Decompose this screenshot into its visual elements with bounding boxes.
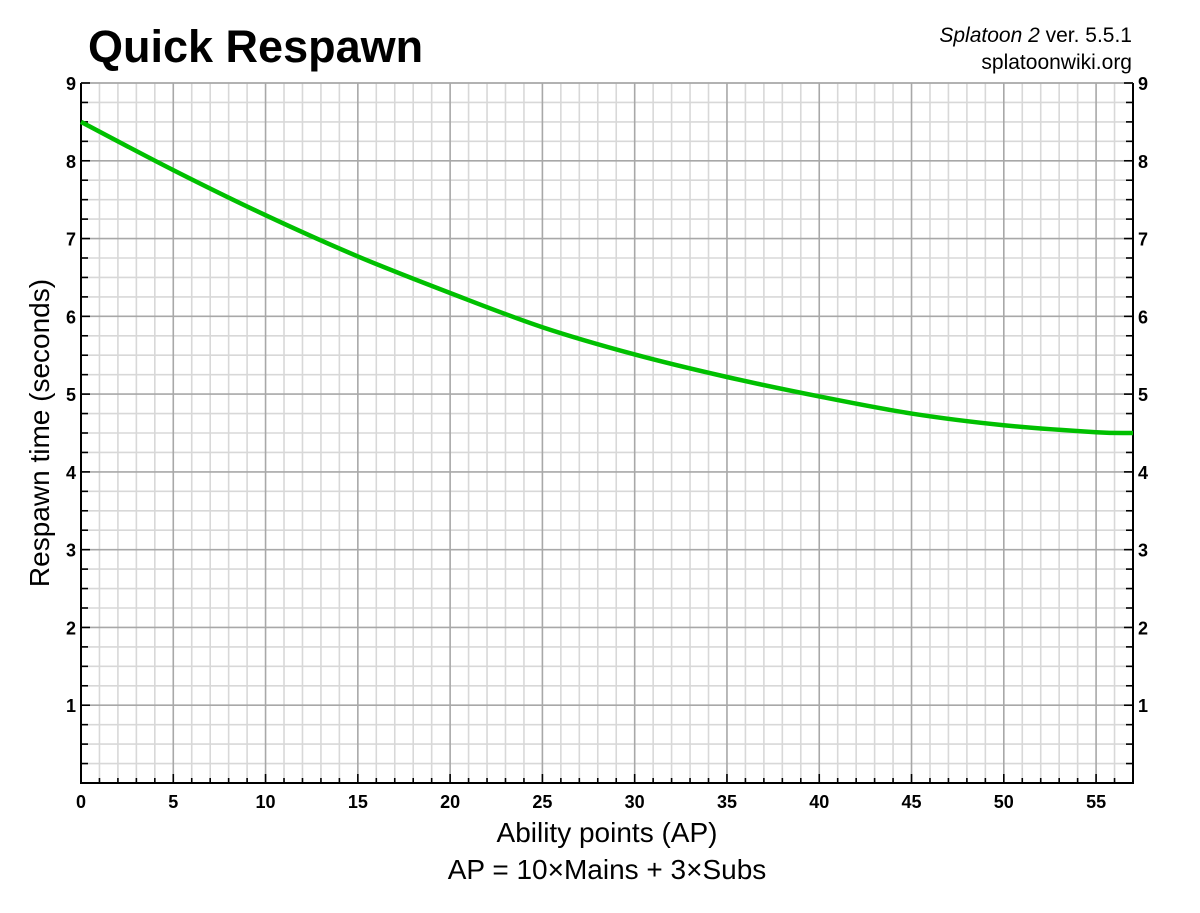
x-tick-label: 5	[168, 792, 178, 812]
x-axis-label: Ability points (AP)	[496, 817, 718, 848]
y-tick-label-right: 6	[1138, 307, 1148, 327]
y-tick-label-left: 9	[66, 74, 76, 94]
site-credit: splatoonwiki.org	[981, 51, 1132, 74]
y-tick-label-left: 6	[66, 307, 76, 327]
x-tick-label: 50	[994, 792, 1014, 812]
y-tick-label-right: 5	[1138, 385, 1148, 405]
y-tick-label-right: 1	[1138, 696, 1148, 716]
x-tick-label: 20	[440, 792, 460, 812]
y-tick-label-left: 3	[66, 541, 76, 561]
y-tick-label-left: 5	[66, 385, 76, 405]
data-series	[79, 119, 1134, 436]
x-tick-label: 55	[1086, 792, 1106, 812]
x-axis-formula: AP = 10×Mains + 3×Subs	[447, 854, 767, 885]
x-tick-label: 35	[717, 792, 737, 812]
x-tick-label: 10	[256, 792, 276, 812]
y-tick-label-left: 8	[66, 152, 76, 172]
x-tick-label: 45	[902, 792, 922, 812]
respawn-time-line	[79, 119, 1134, 436]
x-tick-label: 40	[809, 792, 829, 812]
y-axis-label: Respawn time (seconds)	[24, 278, 55, 588]
tick-marks	[80, 82, 1134, 784]
minor-gridlines	[81, 83, 1134, 783]
x-tick-label: 30	[625, 792, 645, 812]
y-tick-label-right: 7	[1138, 230, 1148, 250]
version-line: Splatoon 2 ver. 5.5.1	[939, 22, 1132, 49]
y-tick-label-right: 3	[1138, 541, 1148, 561]
credit-block: Splatoon 2 ver. 5.5.1 splatoonwiki.org	[939, 22, 1132, 76]
y-tick-label-right: 2	[1138, 618, 1148, 638]
y-tick-label-right: 8	[1138, 152, 1148, 172]
y-tick-label-left: 4	[66, 463, 76, 483]
y-tick-label-left: 1	[66, 696, 76, 716]
y-tick-label-left: 7	[66, 230, 76, 250]
game-name: Splatoon 2	[939, 24, 1040, 47]
x-tick-label: 25	[532, 792, 552, 812]
y-tick-label-right: 4	[1138, 463, 1148, 483]
y-tick-label-left: 2	[66, 618, 76, 638]
version-text: ver. 5.5.1	[1039, 24, 1132, 47]
x-tick-label: 0	[76, 792, 86, 812]
y-tick-label-right: 9	[1138, 74, 1148, 94]
chart-title: Quick Respawn	[88, 21, 424, 72]
x-tick-label: 15	[348, 792, 368, 812]
